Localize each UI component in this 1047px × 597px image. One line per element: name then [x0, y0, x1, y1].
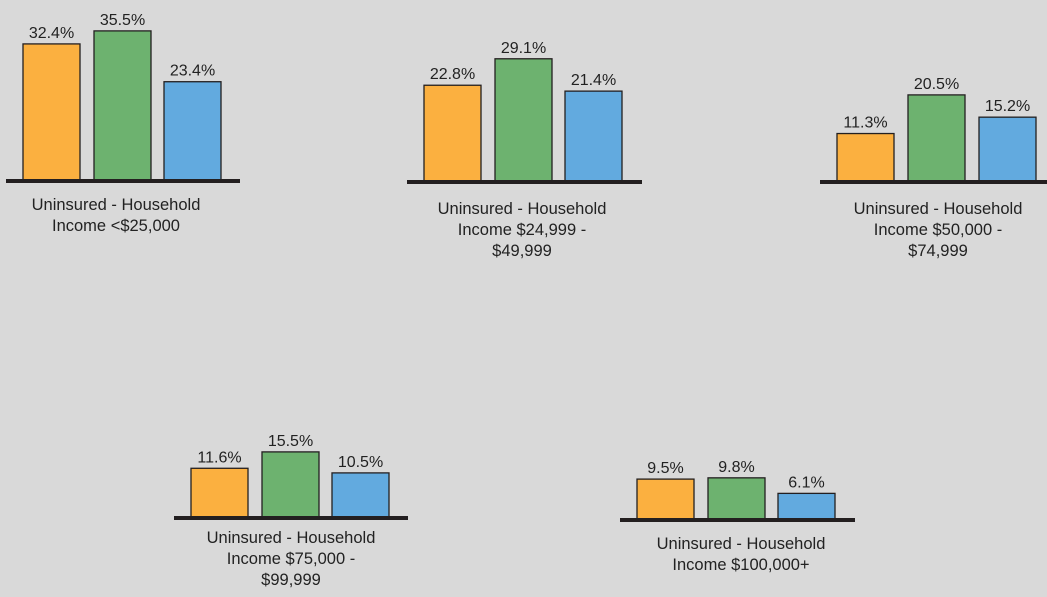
chart-caption-line: Income $24,999 - [458, 221, 586, 239]
bar-3-1 [836, 132, 895, 182]
chart-caption-line: Income $50,000 - [874, 221, 1002, 239]
bar-value-label: 9.5% [647, 460, 683, 477]
bar-5-3 [777, 492, 836, 520]
bar-5-2 [707, 477, 766, 520]
chart-caption-line: $99,999 [261, 571, 321, 589]
chart-caption-line: Uninsured - Household [657, 535, 826, 553]
bar-1-3 [163, 81, 222, 181]
chart-1: 32.4% 35.5% 23.4% Uninsured - Household Inco… [6, 12, 240, 235]
bar-value-label: 20.5% [914, 76, 959, 93]
bar-4-2 [261, 451, 320, 518]
chart-4: 11.6% 15.5% 10.5% Uninsured - Household Inco… [174, 433, 408, 589]
bar-5-1 [636, 478, 695, 520]
bar-2-2 [494, 58, 553, 182]
bar-1-1 [22, 43, 81, 181]
chart-caption-line: Uninsured - Household [438, 200, 607, 218]
bar-4-3 [331, 472, 390, 518]
chart-caption-line: Uninsured - Household [854, 200, 1023, 218]
chart-caption-line: Income <$25,000 [52, 217, 180, 235]
chart-caption-line: Uninsured - Household [32, 196, 201, 214]
bar-value-label: 15.5% [268, 433, 313, 450]
bar-value-label: 11.6% [197, 449, 241, 466]
bar-value-label: 10.5% [338, 454, 383, 471]
bar-value-label: 23.4% [170, 63, 215, 80]
chart-5: 9.5% 9.8% 6.1% Uninsured - Household Income … [620, 459, 855, 574]
bar-3-3 [978, 116, 1037, 182]
bar-4-1 [190, 467, 249, 518]
bar-value-label: 9.8% [718, 459, 754, 476]
chart-caption-line: Uninsured - Household [207, 529, 376, 547]
bar-value-label: 6.1% [788, 474, 824, 491]
chart-2: 22.8% 29.1% 21.4% Uninsured - Household Inco… [407, 40, 642, 260]
bar-value-label: 15.2% [985, 98, 1030, 115]
bar-value-label: 29.1% [501, 40, 546, 57]
bar-2-1 [423, 84, 482, 182]
bar-3-2 [907, 94, 966, 182]
chart-caption-line: Income $100,000+ [672, 556, 809, 574]
bar-1-2 [93, 30, 152, 181]
chart-caption-line: Income $75,000 - [227, 550, 355, 568]
bar-value-label: 32.4% [29, 25, 74, 42]
chart-caption-line: $74,999 [908, 242, 968, 260]
bar-value-label: 35.5% [100, 12, 145, 29]
bar-value-label: 22.8% [430, 66, 475, 83]
chart-3: 11.3% 20.5% 15.2% Uninsured - Household Inco… [820, 76, 1047, 260]
chart-caption-line: $49,999 [492, 242, 552, 260]
bar-2-3 [564, 90, 623, 182]
bar-value-label: 21.4% [571, 72, 616, 89]
bar-value-label: 11.3% [843, 115, 887, 132]
